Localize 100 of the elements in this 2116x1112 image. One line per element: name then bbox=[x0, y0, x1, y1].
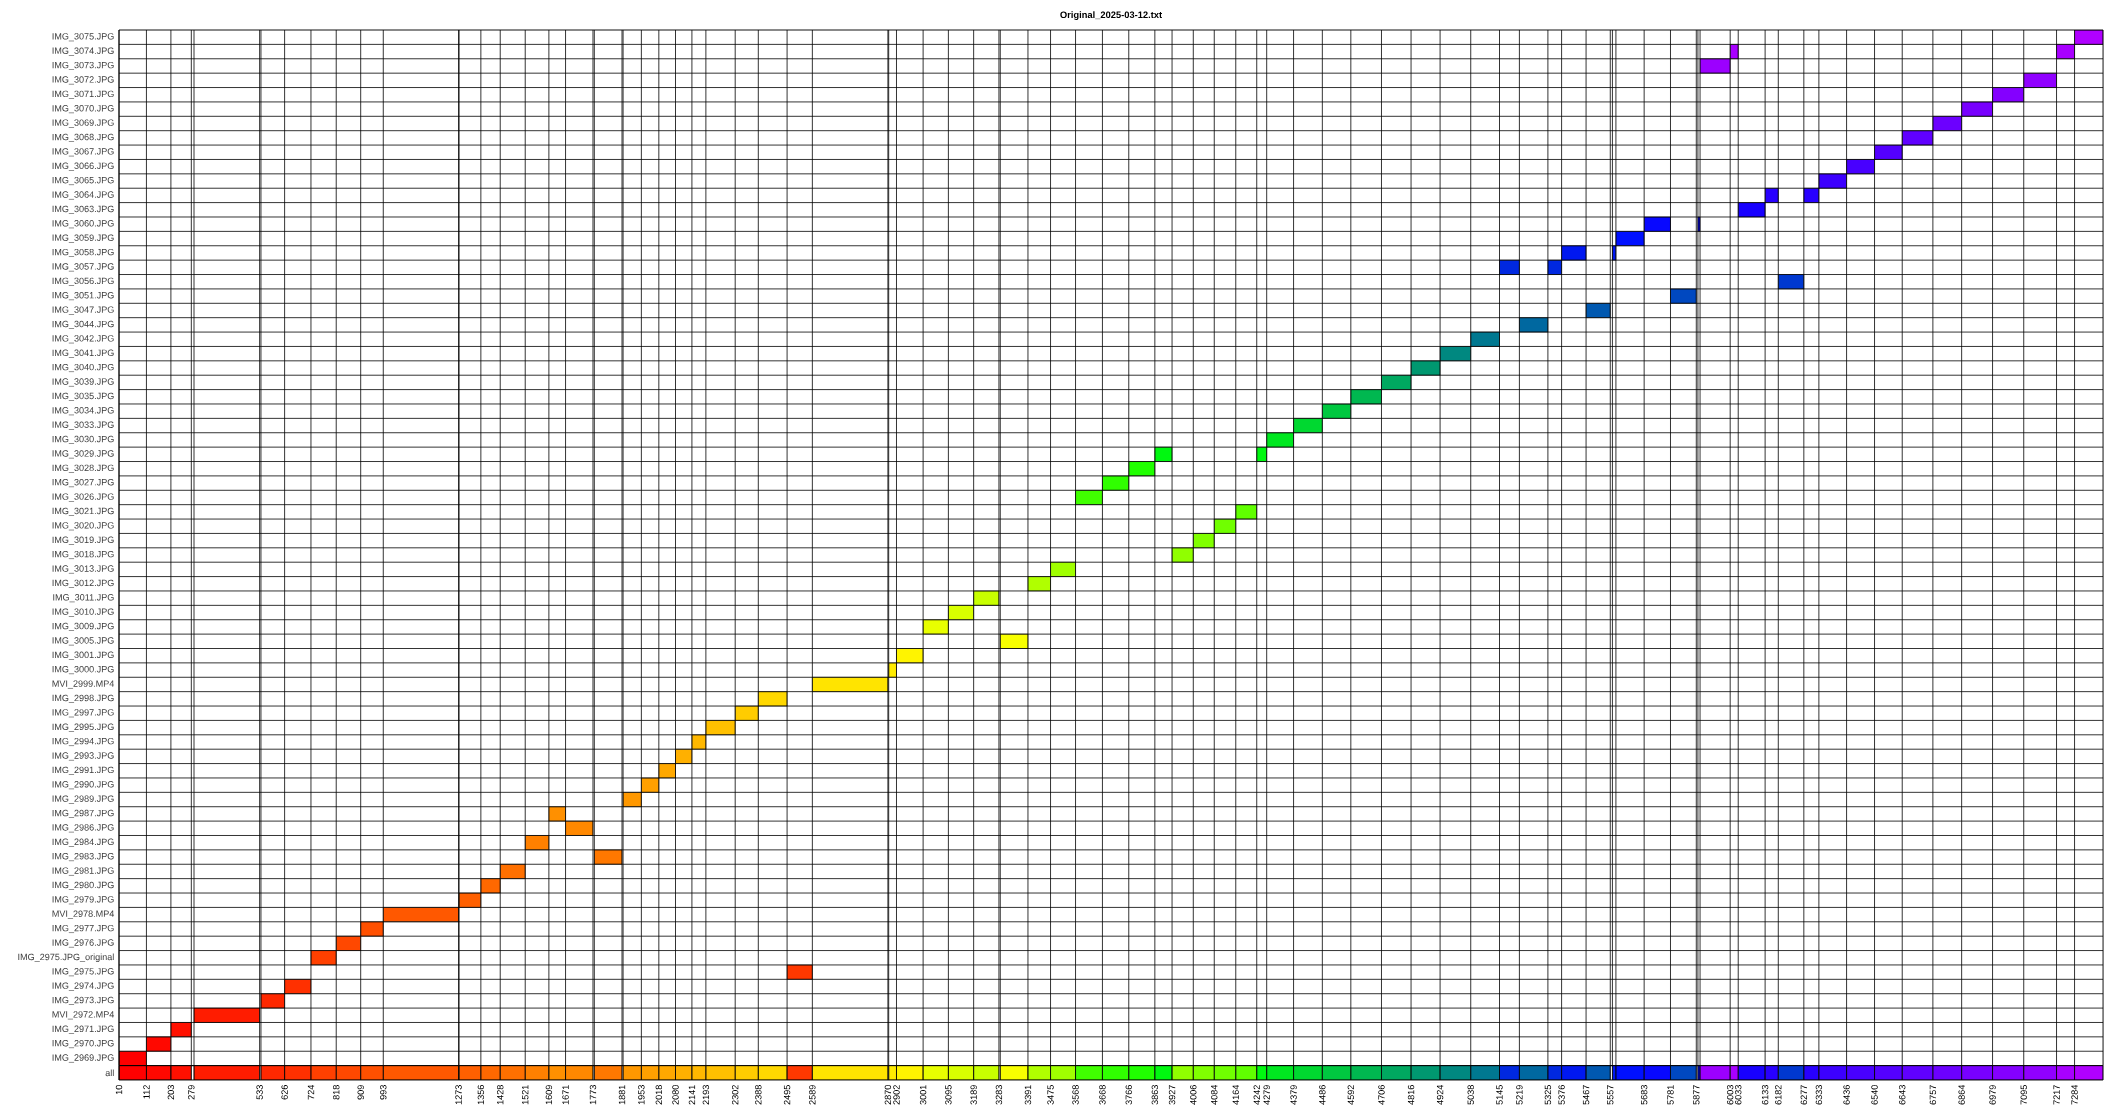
y-tick-label: IMG_3063.JPG bbox=[52, 205, 114, 214]
y-tick-label: IMG_3057.JPG bbox=[52, 263, 114, 272]
x-tick-label: 5325 bbox=[1544, 1085, 1552, 1105]
x-tick-label: 4592 bbox=[1347, 1085, 1355, 1105]
x-tick-label: 4924 bbox=[1436, 1084, 1444, 1105]
x-tick-label: 4486 bbox=[1319, 1085, 1326, 1105]
x-tick-label: 6979 bbox=[1989, 1085, 1996, 1105]
y-tick-label: IMG_3029.JPG bbox=[52, 450, 114, 459]
x-tick-label: 4006 bbox=[1190, 1085, 1197, 1105]
x-tick-label: 4816 bbox=[1407, 1085, 1415, 1105]
x-tick-label: 818 bbox=[333, 1085, 340, 1100]
y-tick-label: IMG_2987.JPG bbox=[52, 809, 114, 818]
x-tick-label: 1428 bbox=[497, 1085, 504, 1105]
x-tick-label: 1953 bbox=[638, 1085, 645, 1105]
x-tick-label: 1356 bbox=[477, 1085, 485, 1105]
x-tick-label: 5038 bbox=[1467, 1085, 1474, 1105]
y-tick-label: IMG_2979.JPG bbox=[52, 896, 114, 905]
x-tick-label: 6333 bbox=[1815, 1085, 1823, 1105]
x-tick-label: 3001 bbox=[919, 1085, 927, 1105]
x-tick-label: 993 bbox=[380, 1085, 387, 1100]
y-tick-label: IMG_3069.JPG bbox=[52, 119, 114, 128]
y-tick-label: IMG_3073.JPG bbox=[52, 61, 114, 71]
y-tick-label: IMG_2983.JPG bbox=[52, 852, 114, 862]
y-tick-label: IMG_2975.JPG bbox=[52, 968, 114, 977]
y-tick-label: IMG_3010.JPG bbox=[52, 608, 114, 617]
x-tick-label: 2589 bbox=[809, 1085, 816, 1105]
y-tick-label: IMG_3067.JPG bbox=[52, 148, 114, 157]
y-tick-label: IMG_3070.JPG bbox=[52, 105, 114, 114]
x-tick-label: 5781 bbox=[1667, 1085, 1674, 1105]
y-tick-label: IMG_2973.JPG bbox=[52, 996, 114, 1005]
x-tick-label: 7284 bbox=[2071, 1084, 2078, 1105]
y-tick-label: IMG_3071.JPG bbox=[52, 90, 114, 99]
x-tick-label: 203 bbox=[167, 1085, 175, 1100]
y-tick-label: IMG_3019.JPG bbox=[52, 536, 114, 545]
x-tick-label: 2193 bbox=[702, 1085, 710, 1105]
y-tick-label: IMG_3072.JPG bbox=[52, 76, 114, 85]
x-tick-label: 6133 bbox=[1761, 1085, 1769, 1105]
x-tick-label: 3475 bbox=[1047, 1085, 1054, 1105]
y-tick-label: IMG_2980.JPG bbox=[52, 881, 114, 890]
y-tick-label: IMG_2970.JPG bbox=[52, 1039, 114, 1049]
x-tick-label: 6643 bbox=[1899, 1085, 1906, 1105]
x-tick-label: 4084 bbox=[1211, 1084, 1218, 1105]
y-tick-label: IMG_3068.JPG bbox=[52, 133, 114, 142]
y-tick-label: IMG_3018.JPG bbox=[52, 550, 114, 560]
y-tick-label: IMG_2969.JPG bbox=[52, 1054, 114, 1063]
y-tick-label: IMG_3058.JPG bbox=[52, 248, 114, 258]
y-tick-label: IMG_2990.JPG bbox=[52, 781, 114, 790]
y-tick-label: IMG_2975.JPG_original bbox=[18, 953, 114, 962]
x-tick-label: 6436 bbox=[1843, 1085, 1850, 1105]
y-tick-label: IMG_2977.JPG bbox=[52, 924, 114, 934]
y-tick-label: IMG_3060.JPG bbox=[52, 220, 114, 229]
y-tick-label: IMG_2981.JPG bbox=[52, 867, 114, 876]
y-tick-label: IMG_3000.JPG bbox=[52, 666, 114, 675]
x-tick-label: 3283 bbox=[995, 1085, 1003, 1105]
y-tick-label: IMG_3028.JPG bbox=[52, 464, 114, 473]
x-tick-label: 5467 bbox=[1582, 1085, 1590, 1105]
x-tick-label: 112 bbox=[143, 1085, 150, 1099]
x-tick-label: 909 bbox=[357, 1085, 364, 1100]
x-tick-label: 1609 bbox=[545, 1085, 553, 1105]
x-tick-label: 2141 bbox=[688, 1085, 696, 1105]
y-tick-label: IMG_3056.JPG bbox=[52, 277, 114, 286]
y-tick-label: IMG_3033.JPG bbox=[52, 421, 114, 430]
x-tick-label: 2080 bbox=[672, 1085, 679, 1105]
x-tick-label: 2018 bbox=[655, 1085, 663, 1105]
x-tick-label: 2495 bbox=[783, 1085, 791, 1105]
chart-title: Original_2025-03-12.txt bbox=[1060, 11, 1162, 20]
x-tick-label: 4379 bbox=[1290, 1085, 1297, 1105]
y-tick-label: IMG_3012.JPG bbox=[52, 579, 114, 588]
y-tick-label: IMG_3042.JPG bbox=[52, 335, 114, 344]
x-tick-label: 5219 bbox=[1516, 1085, 1523, 1105]
y-tick-label: IMG_3026.JPG bbox=[52, 493, 114, 502]
y-tick-label: IMG_3047.JPG bbox=[52, 306, 114, 315]
x-tick-label: 6757 bbox=[1929, 1085, 1937, 1105]
y-tick-label: IMG_3051.JPG bbox=[52, 292, 114, 301]
y-tick-label: IMG_3013.JPG bbox=[52, 565, 114, 574]
y-tick-label: IMG_3009.JPG bbox=[52, 622, 114, 631]
x-tick-label: 3095 bbox=[945, 1085, 952, 1105]
x-tick-label: 2302 bbox=[731, 1085, 739, 1105]
y-tick-label: IMG_3064.JPG bbox=[52, 191, 114, 200]
x-tick-label: 533 bbox=[256, 1085, 263, 1100]
x-tick-label: 1671 bbox=[562, 1085, 569, 1105]
x-tick-label: 5683 bbox=[1640, 1085, 1648, 1105]
y-tick-label: IMG_2989.JPG bbox=[52, 795, 114, 804]
y-tick-label: MVI_2978.MP4 bbox=[52, 910, 115, 919]
y-tick-label: IMG_2991.JPG bbox=[52, 766, 114, 775]
y-tick-label: IMG_3035.JPG bbox=[52, 392, 114, 401]
x-tick-label: 6033 bbox=[1735, 1085, 1742, 1105]
x-tick-label: 7217 bbox=[2053, 1085, 2060, 1105]
y-tick-label: MVI_2999.MP4 bbox=[52, 680, 115, 689]
x-tick-label: 3927 bbox=[1168, 1085, 1176, 1105]
x-tick-label: 6540 bbox=[1871, 1085, 1878, 1105]
x-tick-label: 6182 bbox=[1775, 1085, 1782, 1105]
y-tick-label: IMG_2976.JPG bbox=[52, 939, 114, 948]
y-tick-label: IMG_3041.JPG bbox=[52, 349, 114, 358]
x-tick-label: 2902 bbox=[893, 1085, 900, 1105]
x-tick-label: 5376 bbox=[1558, 1085, 1565, 1105]
y-tick-label: IMG_3005.JPG bbox=[52, 637, 114, 646]
x-tick-label: 1521 bbox=[522, 1085, 529, 1105]
x-tick-label: 6864 bbox=[1958, 1084, 1965, 1105]
x-tick-label: 3568 bbox=[1072, 1085, 1079, 1105]
